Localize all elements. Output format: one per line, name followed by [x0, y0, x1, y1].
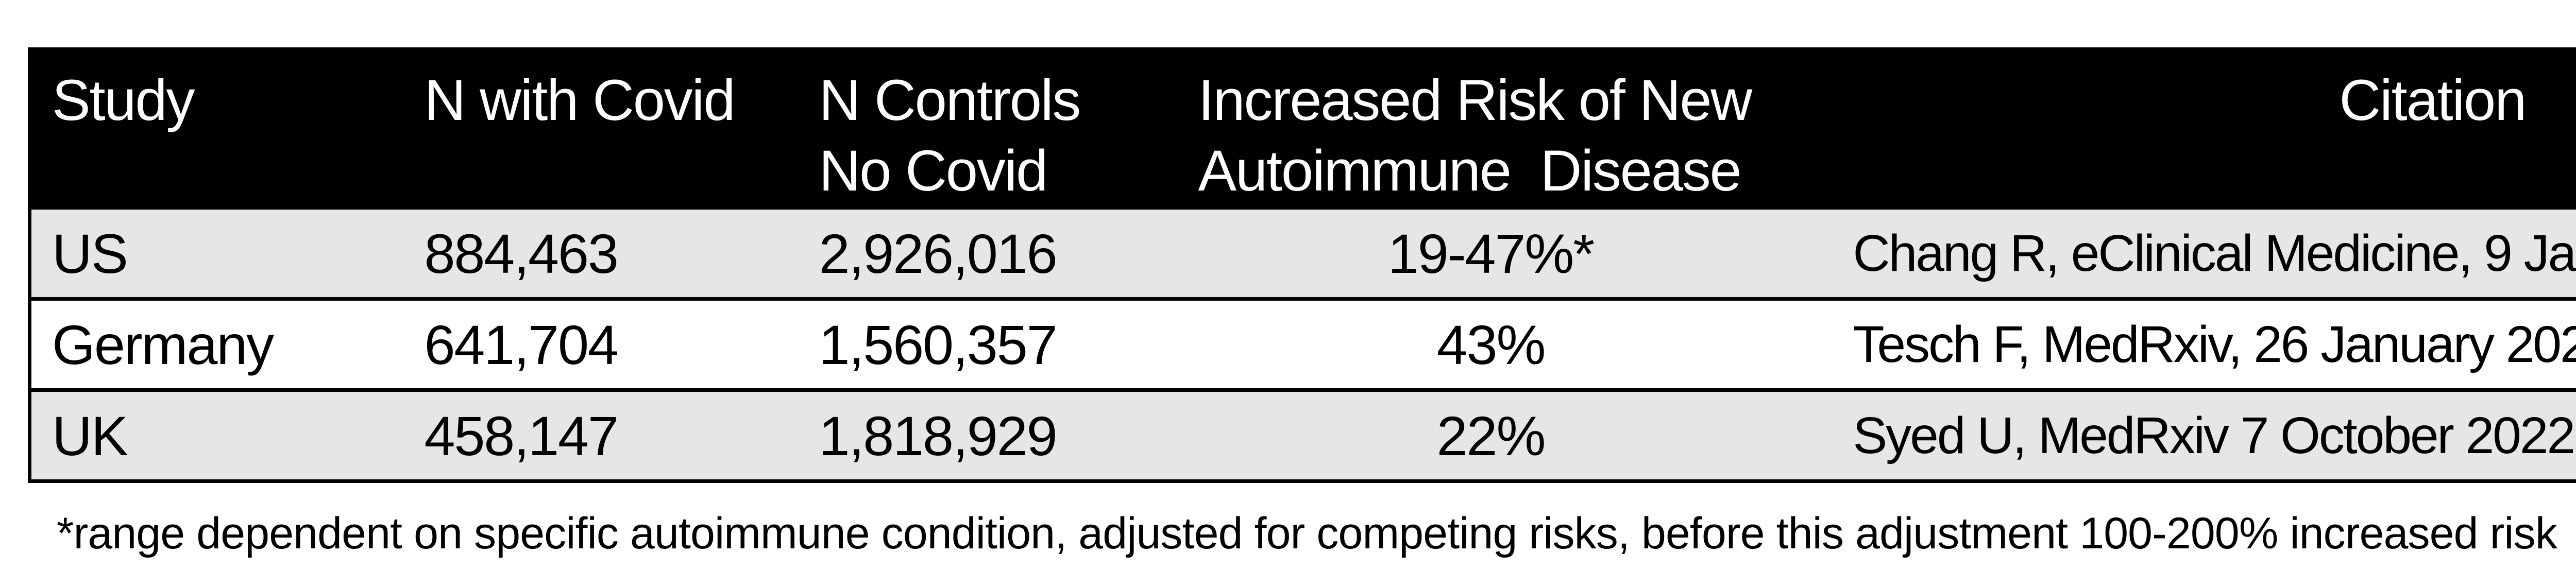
cell-n-covid: 641,704 — [424, 313, 619, 376]
cell-n-controls: 1,818,929 — [819, 404, 1058, 467]
cell-study: UK — [52, 404, 128, 467]
header-citation: Citation — [1799, 49, 2576, 208]
header-increased-risk-line2: Autoimmune Disease — [1198, 138, 1742, 203]
footnote: *range dependent on specific autoimmune … — [57, 509, 2557, 558]
table-row-us: US 884,463 2,926,016 19-47%* Chang R, eC… — [29, 207, 2576, 299]
table-row-uk: UK 458,147 1,818,929 22% Syed U, MedRxiv… — [29, 390, 2576, 481]
cell-risk: 19-47%* — [1387, 222, 1595, 285]
cell-citation: Tesch F, MedRxiv, 26 January 2023 — [1853, 315, 2576, 373]
header-n-with-covid: N with Covid — [388, 49, 785, 208]
cell-study: US — [52, 222, 128, 285]
header-n-controls-line1: N Controls — [819, 68, 1081, 132]
footer: *range dependent on specific autoimmune … — [57, 507, 2576, 560]
header-n-with-covid-label: N with Covid — [424, 68, 736, 132]
header-n-controls: N Controls No Covid — [785, 49, 1183, 208]
table-row-germany: Germany 641,704 1,560,357 43% Tesch F, M… — [29, 299, 2576, 390]
cell-citation: Syed U, MedRxiv 7 October 2022 — [1853, 406, 2576, 464]
cell-n-controls: 1,560,357 — [819, 313, 1058, 376]
header-citation-label: Citation — [2339, 68, 2527, 132]
cell-risk: 43% — [1436, 313, 1546, 376]
header-n-controls-line2: No Covid — [819, 138, 1048, 203]
cell-risk: 22% — [1436, 404, 1546, 467]
header-row: Study N with Covid N Controls No Covid I… — [29, 49, 2576, 208]
header-increased-risk: Increased Risk of New Autoimmune Disease — [1183, 49, 1799, 208]
autoimmune-risk-table: Study N with Covid N Controls No Covid I… — [28, 47, 2576, 483]
cell-n-covid: 884,463 — [424, 222, 619, 285]
header-study-label: Study — [52, 68, 195, 132]
cell-study: Germany — [52, 313, 274, 376]
cell-n-covid: 458,147 — [424, 404, 619, 467]
cell-citation: Chang R, eClinical Medicine, 9 January 2… — [1853, 224, 2576, 282]
cell-n-controls: 2,926,016 — [819, 222, 1058, 285]
header-increased-risk-line1: Increased Risk of New — [1198, 68, 1753, 132]
header-study: Study — [30, 49, 388, 208]
